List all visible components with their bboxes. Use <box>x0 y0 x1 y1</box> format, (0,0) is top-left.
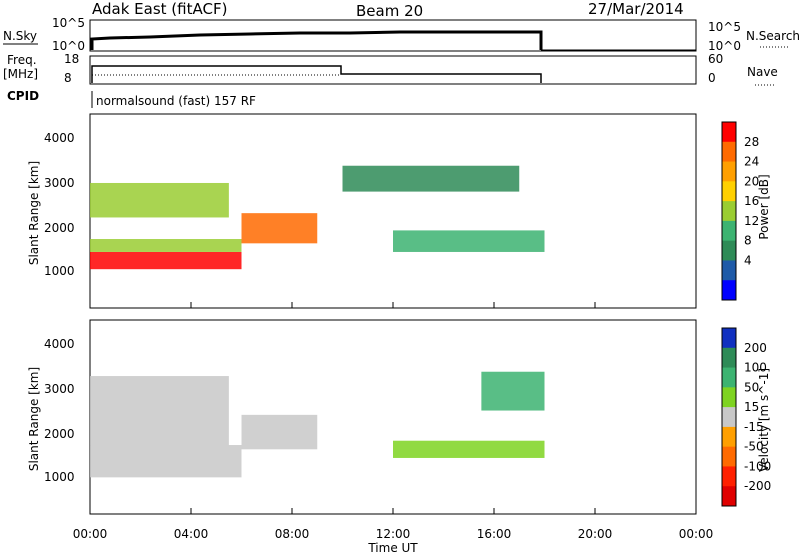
data-band-4 <box>481 371 545 411</box>
velocity-ytick-1000: 1000 <box>44 470 75 484</box>
velocity-ylabel: Slant Range [km] <box>27 367 41 471</box>
nsky-trace <box>90 30 543 50</box>
velocity-ytick-2000: 2000 <box>44 427 75 441</box>
nave-tick-bottom: 0 <box>708 71 716 85</box>
power-panel: Slant Range [km] 1000 2000 3000 4000 282… <box>27 113 771 309</box>
freq-tick-bottom: 8 <box>64 71 72 85</box>
colorbar-swatch <box>722 122 736 143</box>
colorbar-frame <box>721 327 737 507</box>
data-band-0 <box>90 251 242 270</box>
colorbar-tick-label: -200 <box>744 479 771 493</box>
station-title: Adak East (fitACF) <box>92 0 227 18</box>
colorbar-tick-label: 12 <box>744 214 759 228</box>
power-data <box>90 165 545 270</box>
colorbar-swatch <box>722 407 736 428</box>
nave-tick-top: 60 <box>708 52 723 66</box>
nsky-tick-top: 10^5 <box>52 16 85 30</box>
freq-label-2: [MHz] <box>3 67 38 81</box>
colorbar-swatch <box>722 486 736 507</box>
data-band-2 <box>90 239 242 252</box>
colorbar-swatch <box>722 161 736 182</box>
data-band-4 <box>393 230 545 252</box>
colorbar-swatch <box>722 446 736 467</box>
time-axis: 00:00 04:00 08:00 12:00 16:00 20:00 00:00 <box>73 302 714 541</box>
colorbar-tick-label: 28 <box>744 135 759 149</box>
date-title: 27/Mar/2014 <box>588 0 684 18</box>
x-tick-label: 16:00 <box>477 527 512 541</box>
freq-trace <box>91 65 542 83</box>
colorbar-swatch <box>722 240 736 261</box>
colorbar-swatch <box>722 141 736 163</box>
freq-tick-top: 18 <box>64 52 79 66</box>
freq-panel: Freq. [MHz] 18 8 60 0 Nave <box>3 52 778 86</box>
x-tick-label: 12:00 <box>376 527 411 541</box>
colorbar-swatch <box>722 367 736 388</box>
colorbar-tick-label: 100 <box>744 361 767 375</box>
colorbar-tick-label: 200 <box>744 341 767 355</box>
data-band-1 <box>241 213 318 244</box>
colorbar-tick-label: 16 <box>744 194 759 208</box>
colorbar-swatch <box>722 328 736 349</box>
x-tick-label: 04:00 <box>174 527 209 541</box>
power-ylabel: Slant Range [km] <box>27 161 41 265</box>
nsky-frame <box>89 19 697 52</box>
colorbar-tick-label: 15 <box>744 400 759 414</box>
nsky-panel: N.Sky 10^5 10^0 10^5 10^0 N.Search <box>3 16 800 53</box>
data-band-3 <box>393 440 545 458</box>
freq-label-1: Freq. <box>7 53 37 67</box>
colorbar-tick-label: -100 <box>744 459 771 473</box>
nsearch-label: N.Search <box>746 29 800 43</box>
beam-title: Beam 20 <box>356 2 423 20</box>
power-colorbar: 28 24 20 16 12 8 4 <box>721 121 759 301</box>
colorbar-tick-label: -15 <box>744 420 764 434</box>
colorbar-swatch <box>722 426 736 448</box>
x-tick-label: 20:00 <box>578 527 613 541</box>
velocity-colorbar: 200 100 50 15 -15 -50 -100 -200 <box>721 327 771 507</box>
data-band-2 <box>241 414 318 450</box>
colorbar-swatch <box>722 201 736 222</box>
nsearch-tick-bottom: 10^0 <box>708 39 741 53</box>
power-colorbar-label: Power [dB] <box>757 174 771 239</box>
colorbar-swatch <box>722 220 736 242</box>
colorbar-swatch <box>722 387 736 408</box>
colorbar-swatch <box>722 347 736 369</box>
velocity-colorbar-label: Velocity [m s^-1] <box>757 368 771 472</box>
colorbar-tick-label: 4 <box>744 253 752 267</box>
power-ytick-3000: 3000 <box>44 176 75 190</box>
x-tick-label: 08:00 <box>275 527 310 541</box>
velocity-ytick-4000: 4000 <box>44 337 75 351</box>
data-band-1 <box>90 376 229 446</box>
colorbar-swatch <box>722 280 736 301</box>
nsky-tick-bottom: 10^0 <box>52 39 85 53</box>
power-ytick-2000: 2000 <box>44 221 75 235</box>
cpid-label: CPID <box>7 89 39 103</box>
velocity-data <box>90 371 545 478</box>
colorbar-tick-label: 8 <box>744 234 752 248</box>
data-band-3 <box>90 182 229 218</box>
nsky-label: N.Sky <box>3 29 37 43</box>
x-tick-label: 00:00 <box>73 527 108 541</box>
power-ytick-1000: 1000 <box>44 264 75 278</box>
data-band-0 <box>90 445 242 478</box>
colorbar-tick-label: 24 <box>744 155 759 169</box>
colorbar-tick-label: -50 <box>744 440 764 454</box>
velocity-panel: Slant Range [km] 1000 2000 3000 4000 200… <box>27 319 771 515</box>
x-tick-label: 00:00 <box>679 527 714 541</box>
nsearch-tick-top: 10^5 <box>708 20 741 34</box>
cpid-text: normalsound (fast) 157 RF <box>96 94 256 108</box>
data-band-5 <box>342 165 520 192</box>
colorbar-frame <box>721 121 737 301</box>
colorbar-swatch <box>722 466 736 487</box>
velocity-ytick-3000: 3000 <box>44 382 75 396</box>
colorbar-tick-label: 50 <box>744 380 759 394</box>
nave-label: Nave <box>747 65 778 79</box>
colorbar-tick-label: 20 <box>744 174 759 188</box>
power-ytick-4000: 4000 <box>44 131 75 145</box>
freq-frame <box>89 55 697 85</box>
colorbar-swatch <box>722 181 736 202</box>
time-axis-label: Time UT <box>367 541 418 554</box>
colorbar-swatch <box>722 260 736 281</box>
